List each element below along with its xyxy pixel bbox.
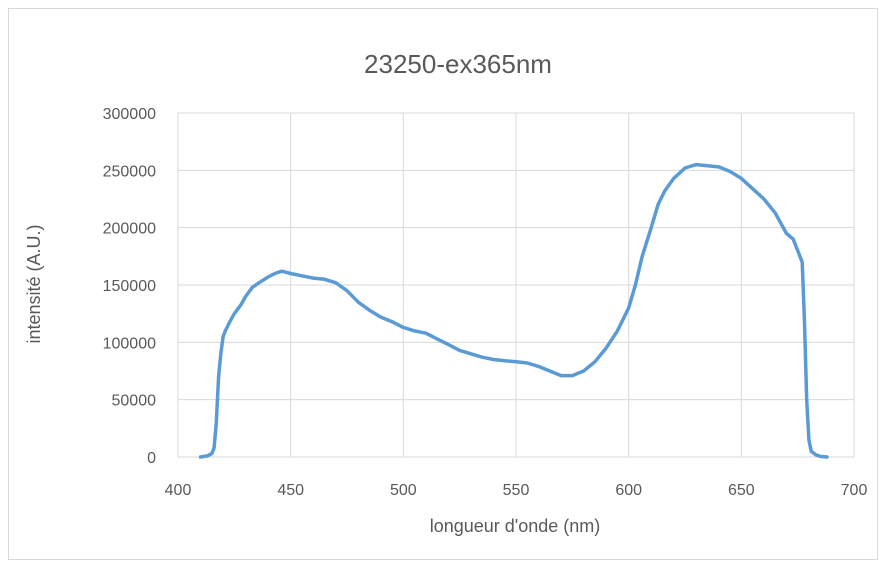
x-axis-tick-labels: 400 450 500 550 600 650 700 [165, 482, 868, 499]
chart-title: 23250-ex365nm [364, 49, 552, 79]
x-tick-label: 500 [390, 482, 417, 499]
y-tick-label: 200000 [103, 221, 156, 238]
y-tick-label: 150000 [103, 278, 156, 295]
y-tick-label: 50000 [112, 393, 157, 410]
x-tick-label: 400 [165, 482, 192, 499]
y-axis-title: intensité (A.U.) [24, 224, 44, 343]
grid-lines [177, 112, 855, 457]
x-tick-label: 700 [841, 482, 868, 499]
y-tick-label: 300000 [103, 106, 156, 123]
x-tick-label: 450 [277, 482, 304, 499]
x-tick-label: 550 [503, 482, 530, 499]
x-tick-label: 650 [728, 482, 755, 499]
y-tick-label: 250000 [103, 163, 156, 180]
y-tick-label: 100000 [103, 335, 156, 352]
x-tick-label: 600 [615, 482, 642, 499]
x-axis-title: longueur d'onde (nm) [430, 516, 601, 536]
chart-frame [8, 8, 878, 560]
y-axis-tick-labels: 0 50000 100000 150000 200000 250000 300000 [103, 106, 156, 467]
y-tick-label: 0 [147, 450, 156, 467]
series-line [198, 162, 829, 459]
